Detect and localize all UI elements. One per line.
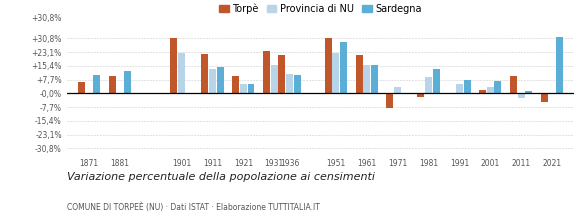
Bar bbox=[171, 38, 177, 93]
Bar bbox=[463, 80, 470, 93]
Bar bbox=[433, 69, 440, 93]
Bar bbox=[517, 93, 524, 98]
Bar bbox=[556, 37, 563, 93]
Bar bbox=[124, 71, 131, 93]
Bar bbox=[371, 65, 378, 93]
Bar bbox=[425, 77, 432, 93]
Text: COMUNE DI TORPEÈ (NU) · Dati ISTAT · Elaborazione TUTTITALIA.IT: COMUNE DI TORPEÈ (NU) · Dati ISTAT · Ela… bbox=[67, 202, 320, 212]
Bar bbox=[93, 75, 100, 93]
Bar bbox=[510, 76, 517, 93]
Bar bbox=[232, 76, 239, 93]
Bar bbox=[278, 55, 285, 93]
Bar bbox=[363, 65, 370, 93]
Bar bbox=[271, 65, 278, 93]
Bar bbox=[240, 84, 246, 93]
Bar bbox=[487, 87, 494, 93]
Text: +30,8%: +30,8% bbox=[31, 14, 61, 23]
Bar bbox=[541, 93, 548, 102]
Bar bbox=[495, 81, 502, 93]
Bar bbox=[356, 55, 362, 93]
Bar bbox=[386, 93, 393, 108]
Bar bbox=[340, 42, 347, 93]
Bar bbox=[201, 54, 208, 93]
Bar bbox=[456, 84, 463, 93]
Bar bbox=[209, 69, 216, 93]
Bar bbox=[417, 93, 424, 97]
Bar bbox=[394, 87, 401, 93]
Bar bbox=[263, 51, 270, 93]
Bar bbox=[78, 82, 85, 93]
Bar bbox=[248, 84, 255, 93]
Legend: Torpè, Provincia di NU, Sardegna: Torpè, Provincia di NU, Sardegna bbox=[215, 0, 426, 18]
Bar bbox=[525, 91, 532, 93]
Bar bbox=[178, 53, 185, 93]
Bar bbox=[217, 68, 224, 93]
Bar bbox=[294, 75, 301, 93]
Bar bbox=[332, 53, 339, 93]
Text: Variazione percentuale della popolazione ai censimenti: Variazione percentuale della popolazione… bbox=[67, 172, 375, 181]
Bar bbox=[479, 90, 486, 93]
Bar bbox=[108, 76, 115, 93]
Bar bbox=[286, 74, 293, 93]
Bar bbox=[325, 38, 332, 93]
